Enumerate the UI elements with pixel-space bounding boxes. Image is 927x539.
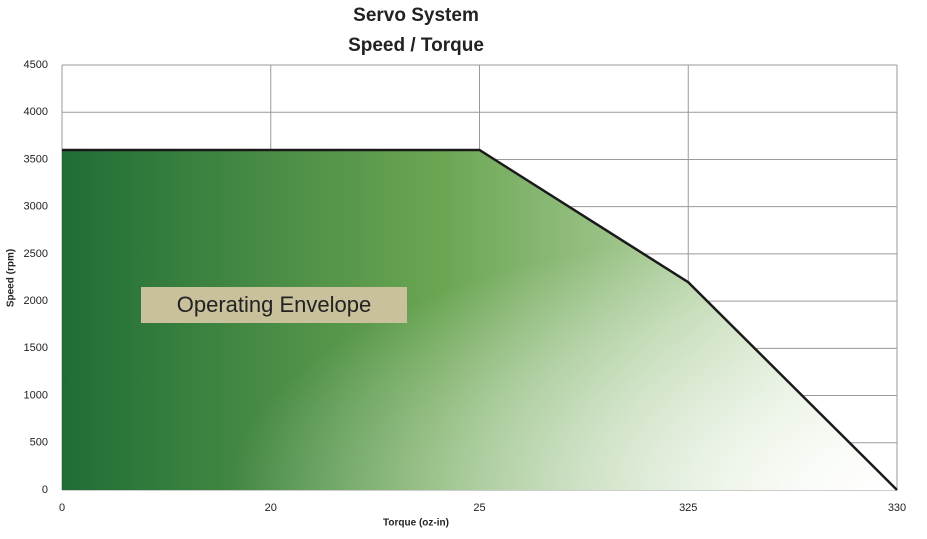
annotation-box [141, 287, 407, 323]
x-tick-label: 325 [679, 502, 697, 514]
area-highlight [62, 150, 897, 490]
y-tick-label: 3000 [24, 201, 48, 213]
chart-subtitle: Speed / Torque [348, 35, 484, 56]
y-axis-label: Speed (rpm) [6, 249, 17, 307]
x-axis-label: Torque (oz-in) [383, 518, 449, 529]
y-tick-label: 500 [30, 437, 48, 449]
y-tick-label: 2000 [24, 295, 48, 307]
y-tick-label: 0 [42, 484, 48, 496]
x-tick-label: 20 [265, 502, 277, 514]
x-tick-label: 25 [473, 502, 485, 514]
area-line [62, 148, 898, 491]
annotation: Operating Envelope [177, 292, 371, 317]
y-tick-label: 1000 [24, 389, 48, 401]
y-tick-label: 2500 [24, 248, 48, 260]
y-tick-label: 4500 [24, 59, 48, 71]
y-tick-label: 1500 [24, 342, 48, 354]
x-tick-label: 330 [888, 502, 906, 514]
x-tick-label: 0 [59, 502, 65, 514]
chart-title: Servo System [353, 5, 479, 26]
y-tick-label: 3500 [24, 153, 48, 165]
y-tick-label: 4000 [24, 106, 48, 118]
